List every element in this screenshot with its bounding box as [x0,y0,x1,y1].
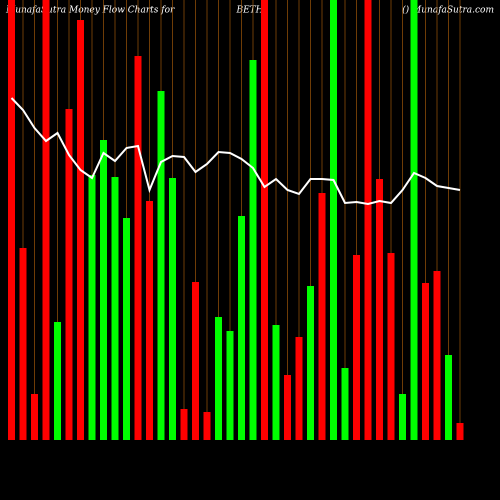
bar [31,394,38,440]
bar [376,179,383,440]
bar [364,0,372,440]
bar [445,355,452,440]
bar [307,286,314,440]
bar [54,322,61,440]
bar [353,255,360,440]
bar [284,375,291,440]
bar [123,218,130,440]
bar [180,409,188,440]
bar [157,91,165,440]
bar [100,140,107,440]
chart-title-center: BETH [235,6,263,16]
bar [169,178,176,440]
bar [249,60,257,440]
bar [238,216,245,440]
bar [330,0,337,440]
bar [433,271,441,440]
bar [387,253,395,440]
bar [111,177,119,440]
bar [410,0,418,440]
bar [318,193,326,440]
money-flow-line [10,97,461,206]
bar [456,423,464,440]
bar [42,0,50,440]
bar [65,109,73,440]
bar [226,331,234,440]
bar [399,394,406,440]
bar [19,248,27,440]
bar [261,0,268,440]
bar [8,0,15,440]
bar [295,337,303,440]
bar [341,368,349,440]
bar [146,201,153,440]
bar [88,175,96,440]
plot [8,0,464,440]
chart-title-right: () MunafaSutra.com [402,5,494,16]
bar [422,283,429,440]
bar [192,282,199,440]
bar [215,317,222,440]
chart-title-left: MunafaSutra Money Flow Charts for [5,6,175,16]
bar [77,20,84,440]
bar [134,56,142,440]
bar [203,412,211,440]
bar [272,325,280,440]
